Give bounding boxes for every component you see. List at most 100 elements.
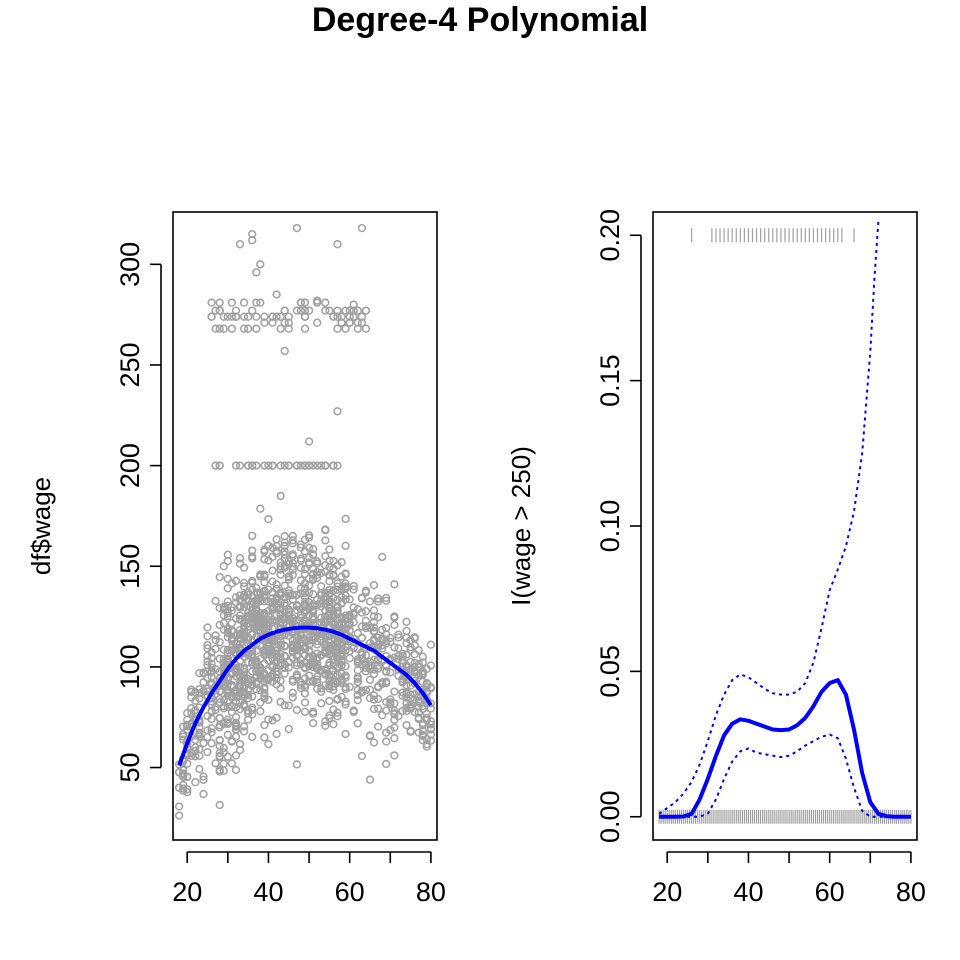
data-point (361, 660, 371, 669)
data-point (325, 563, 334, 572)
data-point (260, 312, 269, 321)
data-point (349, 581, 358, 591)
data-point (426, 730, 436, 739)
data-point (333, 670, 342, 680)
data-point (296, 554, 306, 563)
data-point (256, 260, 265, 269)
data-point (272, 713, 281, 722)
data-point (280, 542, 289, 551)
data-point (239, 324, 249, 333)
data-point (215, 748, 224, 758)
data-point (406, 704, 415, 713)
data-point (321, 536, 330, 545)
data-point (268, 605, 277, 614)
data-point (199, 738, 208, 748)
data-point (329, 312, 338, 321)
data-point (349, 300, 358, 309)
data-point (215, 461, 224, 470)
data-point (422, 682, 431, 692)
data-point (296, 635, 306, 644)
data-point (402, 698, 411, 708)
data-point (361, 607, 371, 616)
data-point (243, 674, 253, 684)
data-point (219, 658, 228, 668)
data-point (321, 306, 330, 315)
data-point (223, 628, 232, 637)
data-point (341, 700, 350, 709)
data-point (211, 631, 220, 640)
data-point (353, 690, 362, 700)
data-point (357, 223, 367, 233)
data-point (325, 306, 334, 315)
data-point (264, 739, 273, 749)
data-point (292, 760, 302, 769)
data-point (382, 596, 391, 605)
data-point (235, 559, 245, 568)
data-point (329, 720, 338, 729)
data-point (284, 318, 293, 327)
fit-line (177, 625, 433, 767)
data-point (300, 635, 310, 644)
y-tick-label: 0.00 (595, 790, 625, 843)
data-point (231, 697, 241, 706)
right-y-axis-label: I(wage > 250) (506, 446, 536, 606)
data-point (337, 584, 346, 593)
data-point (272, 312, 281, 321)
data-point (223, 718, 232, 727)
data-point (353, 677, 362, 686)
data-point (252, 620, 261, 630)
lower-confidence-line (659, 733, 911, 818)
data-point (308, 602, 318, 611)
data-point (183, 772, 192, 782)
data-point (418, 669, 427, 678)
data-point (418, 704, 427, 714)
data-point (304, 558, 314, 567)
data-point (215, 800, 224, 810)
data-point (288, 562, 297, 571)
data-point (300, 689, 310, 698)
data-point (345, 595, 354, 604)
data-point (394, 633, 403, 642)
data-point (296, 306, 306, 315)
data-point (223, 574, 232, 583)
data-point (353, 666, 362, 675)
data-point (353, 324, 362, 333)
data-point (203, 747, 212, 757)
data-point (211, 324, 220, 333)
data-point (195, 732, 204, 741)
data-point (235, 739, 245, 749)
data-point (219, 602, 228, 611)
data-point (264, 611, 273, 620)
data-point (313, 318, 322, 327)
left-panel-wage-scatter: 20 40 60 80 50 100 150 200 250 300 df$wage (26, 211, 446, 907)
data-point (345, 610, 354, 619)
data-point (260, 586, 269, 596)
data-point (276, 562, 285, 571)
data-point (191, 705, 200, 715)
data-point (386, 668, 395, 677)
data-point (296, 678, 306, 687)
data-point (382, 593, 391, 603)
data-point (260, 597, 269, 606)
data-point (329, 645, 338, 654)
data-point (235, 611, 245, 620)
data-point (329, 655, 338, 664)
data-point (300, 588, 310, 598)
data-point (280, 550, 289, 559)
data-point (235, 554, 245, 563)
data-point (422, 742, 431, 751)
data-point (422, 740, 431, 749)
data-point (313, 559, 322, 568)
data-point (179, 786, 188, 795)
data-point (276, 491, 285, 501)
data-point (264, 514, 273, 524)
data-point (402, 633, 411, 642)
data-point (288, 677, 297, 686)
data-point (414, 659, 423, 669)
data-point (243, 312, 253, 321)
data-point (357, 318, 367, 327)
data-point (187, 693, 196, 702)
data-point (313, 461, 322, 470)
data-point (223, 702, 232, 712)
data-point (349, 618, 358, 627)
